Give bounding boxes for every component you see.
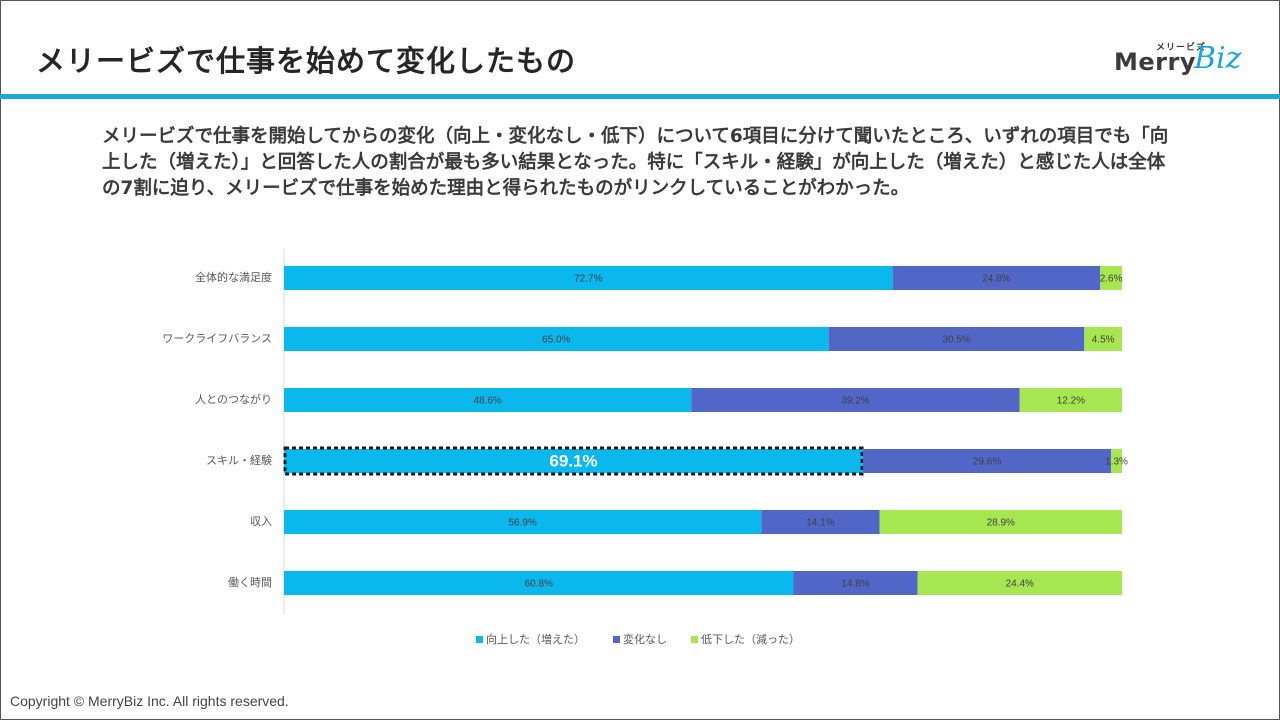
bar-unchanged [793, 571, 918, 595]
legend-label: 向上した（増えた） [486, 632, 585, 646]
bar-unchanged [863, 449, 1112, 473]
category-label: 収入 [250, 515, 272, 528]
data-label: 24.8% [982, 274, 1010, 285]
summary-text: メリービズで仕事を開始してからの変化（向上・変化なし・低下）について6項目に分け… [102, 126, 1169, 199]
data-label: 48.6% [473, 396, 501, 407]
bar-unchanged [828, 327, 1085, 351]
bar-improved [284, 327, 829, 351]
data-label: 2.6% [1100, 274, 1123, 285]
data-label: 30.5% [942, 335, 970, 346]
data-label: 56.9% [508, 518, 536, 529]
header-divider [0, 94, 1280, 99]
copyright-notice: Copyright © MerryBiz Inc. All rights res… [10, 693, 289, 709]
bar-decreased [1019, 388, 1122, 412]
category-label: 全体的な満足度 [195, 270, 272, 284]
data-label: 14.8% [841, 579, 869, 590]
category-label: ワークライフバランス [162, 332, 272, 345]
bar-decreased [1084, 327, 1122, 351]
category-label: 人とのつながり [195, 392, 272, 406]
bar-improved [284, 449, 864, 473]
data-label: 65.0% [542, 335, 570, 346]
data-label: 60.8% [525, 579, 553, 590]
bar-improved [284, 266, 893, 290]
data-label: 14.1% [806, 518, 834, 529]
data-label: 72.7% [574, 274, 602, 285]
highlight-outline [283, 446, 864, 476]
legend-label: 低下した（減った） [701, 632, 800, 646]
data-label: 12.2% [1057, 396, 1085, 407]
bar-decreased [879, 510, 1122, 534]
legend-swatch-unchanged [613, 636, 620, 643]
bar-unchanged [761, 510, 880, 534]
bar-improved [284, 571, 794, 595]
legend-label: 変化なし [623, 632, 667, 646]
bar-improved [284, 510, 762, 534]
page-title: メリービズで仕事を始めて変化したもの [36, 44, 577, 78]
stacked-bar-chart: 全体的な満足度 72.7% 24.8% 2.6% ワークライフバランス 65.0% 30.5… [162, 248, 1128, 646]
data-label: 28.9% [987, 518, 1015, 529]
data-label: 69.1% [549, 451, 597, 470]
data-label: 4.5% [1092, 335, 1115, 346]
bar-decreased [917, 571, 1122, 595]
legend-swatch-improved [476, 636, 483, 643]
logo-kana: メリービズ [1156, 43, 1207, 53]
data-label: 29.6% [973, 457, 1001, 468]
merrybiz-logo: メリービズ Merry Biz [1114, 40, 1264, 80]
category-label: 働く時間 [228, 576, 272, 589]
bar-decreased [1100, 266, 1122, 290]
legend-swatch-decreased [691, 636, 698, 643]
data-label: 39.2% [841, 396, 869, 407]
data-label: 1.3% [1105, 457, 1128, 468]
bar-improved [284, 388, 692, 412]
bar-unchanged [892, 266, 1101, 290]
logo-merry-text: Merry [1114, 48, 1196, 76]
bar-unchanged [691, 388, 1020, 412]
data-label: 24.4% [1006, 579, 1034, 590]
logo-biz-text: Biz [1194, 41, 1242, 76]
bar-decreased [1111, 449, 1122, 473]
category-label: スキル・経験 [206, 453, 272, 467]
